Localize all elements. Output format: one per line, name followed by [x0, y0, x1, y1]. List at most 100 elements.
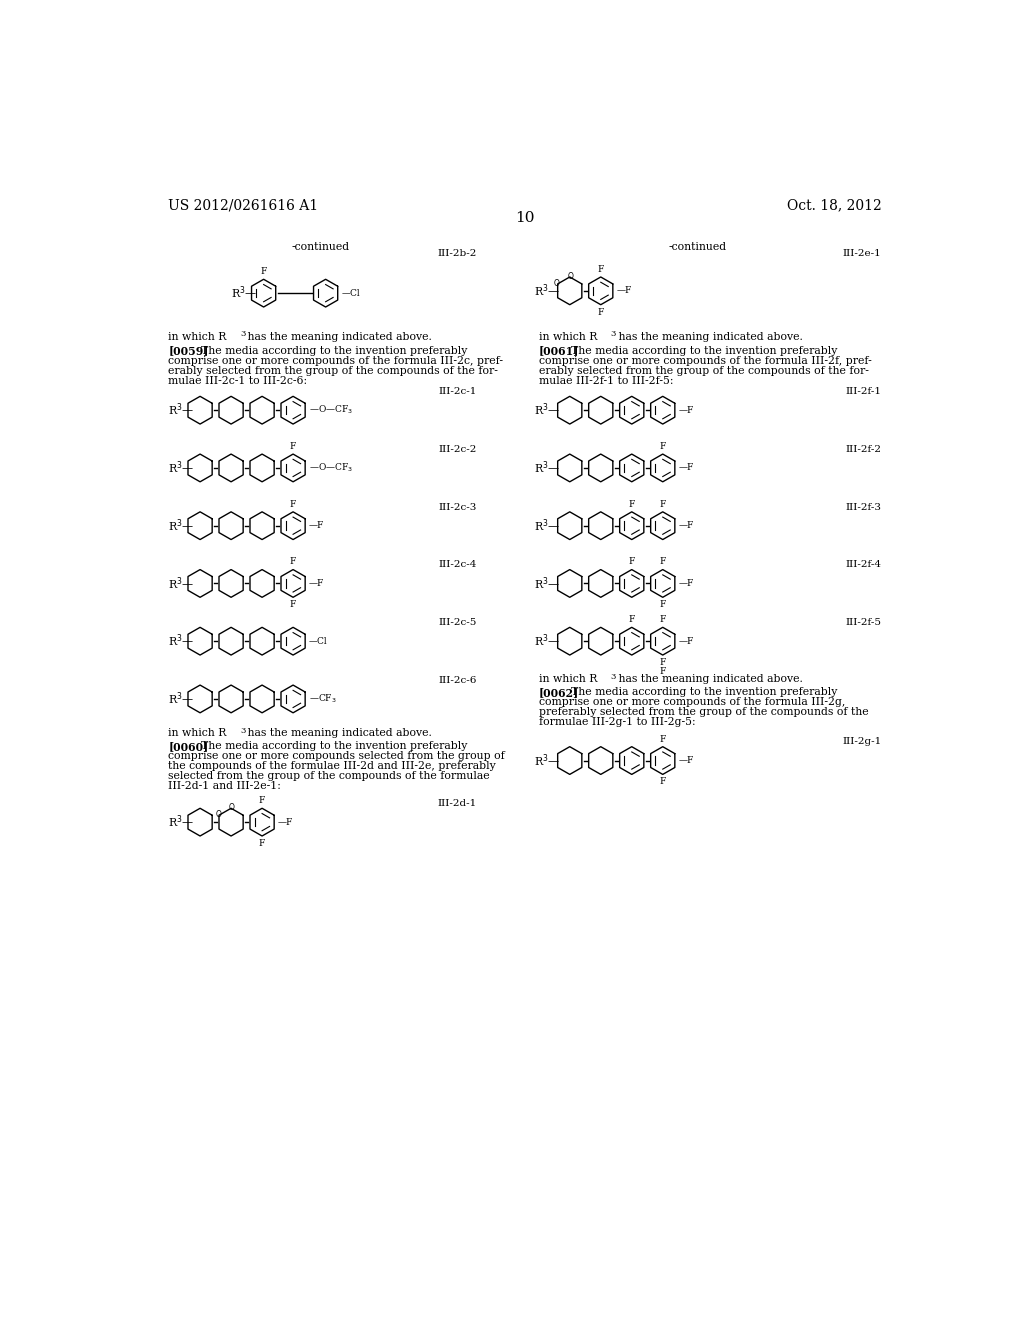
- Text: R$^3$—: R$^3$—: [535, 576, 560, 591]
- Text: F: F: [290, 557, 296, 566]
- Text: R$^3$—: R$^3$—: [168, 814, 194, 830]
- Text: R$^3$—: R$^3$—: [168, 690, 194, 708]
- Text: The media according to the invention preferably: The media according to the invention pre…: [571, 346, 838, 355]
- Text: selected from the group of the compounds of the formulae: selected from the group of the compounds…: [168, 771, 489, 781]
- Text: —O—CF$_3$: —O—CF$_3$: [308, 404, 352, 416]
- Text: F: F: [290, 601, 296, 610]
- Text: —O—CF$_3$: —O—CF$_3$: [308, 462, 352, 474]
- Text: F: F: [290, 442, 296, 451]
- Text: the compounds of the formulae III-2d and III-2e, preferably: the compounds of the formulae III-2d and…: [168, 762, 496, 771]
- Text: O: O: [554, 279, 560, 288]
- Text: erably selected from the group of the compounds of the for-: erably selected from the group of the co…: [168, 366, 498, 375]
- Text: R$^3$—: R$^3$—: [535, 632, 560, 649]
- Text: [0062]: [0062]: [539, 688, 579, 698]
- Text: F: F: [629, 500, 635, 508]
- Text: Oct. 18, 2012: Oct. 18, 2012: [786, 198, 882, 213]
- Text: F: F: [659, 601, 666, 610]
- Text: comprise one or more compounds of the formula III-2f, pref-: comprise one or more compounds of the fo…: [539, 355, 871, 366]
- Text: R$^3$—: R$^3$—: [535, 282, 560, 300]
- Text: F: F: [659, 500, 666, 508]
- Text: R$^3$—: R$^3$—: [535, 401, 560, 418]
- Text: in which R: in which R: [539, 675, 597, 684]
- Text: —F: —F: [678, 405, 693, 414]
- Text: 10: 10: [515, 211, 535, 224]
- Text: R$^3$—: R$^3$—: [535, 517, 560, 535]
- Text: 3: 3: [241, 726, 246, 735]
- Text: F: F: [629, 557, 635, 566]
- Text: III-2c-4: III-2c-4: [438, 561, 477, 569]
- Text: formulae III-2g-1 to III-2g-5:: formulae III-2g-1 to III-2g-5:: [539, 718, 695, 727]
- Text: F: F: [659, 668, 666, 676]
- Text: F: F: [659, 557, 666, 566]
- Text: F: F: [290, 500, 296, 508]
- Text: 3: 3: [241, 330, 246, 338]
- Text: III-2b-2: III-2b-2: [437, 249, 477, 259]
- Text: R$^3$—: R$^3$—: [535, 752, 560, 768]
- Text: III-2e-1: III-2e-1: [843, 249, 882, 259]
- Text: comprise one or more compounds selected from the group of: comprise one or more compounds selected …: [168, 751, 505, 762]
- Text: R$^3$—: R$^3$—: [535, 459, 560, 477]
- Text: O: O: [567, 272, 573, 281]
- Text: —F: —F: [308, 521, 324, 531]
- Text: R$^3$—: R$^3$—: [231, 285, 257, 301]
- Text: US 2012/0261616 A1: US 2012/0261616 A1: [168, 198, 318, 213]
- Text: The media according to the invention preferably: The media according to the invention pre…: [571, 688, 838, 697]
- Text: III-2g-1: III-2g-1: [842, 738, 882, 746]
- Text: erably selected from the group of the compounds of the for-: erably selected from the group of the co…: [539, 366, 868, 375]
- Text: III-2d-1: III-2d-1: [437, 799, 477, 808]
- Text: —F: —F: [678, 579, 693, 587]
- Text: F: F: [659, 442, 666, 451]
- Text: [0059]: [0059]: [168, 346, 209, 356]
- Text: O: O: [215, 810, 221, 818]
- Text: R$^3$—: R$^3$—: [168, 517, 194, 535]
- Text: F: F: [259, 796, 265, 805]
- Text: III-2f-5: III-2f-5: [845, 618, 882, 627]
- Text: R$^3$—: R$^3$—: [168, 632, 194, 649]
- Text: F: F: [598, 265, 604, 275]
- Text: —F: —F: [678, 636, 693, 645]
- Text: —F: —F: [278, 817, 293, 826]
- Text: III-2d-1 and III-2e-1:: III-2d-1 and III-2e-1:: [168, 781, 282, 791]
- Text: —F: —F: [616, 286, 632, 296]
- Text: —Cl: —Cl: [341, 289, 359, 297]
- Text: has the meaning indicated above.: has the meaning indicated above.: [614, 675, 803, 684]
- Text: 3: 3: [611, 330, 616, 338]
- Text: R$^3$—: R$^3$—: [168, 576, 194, 591]
- Text: in which R: in which R: [168, 331, 226, 342]
- Text: F: F: [659, 659, 666, 667]
- Text: F: F: [659, 615, 666, 624]
- Text: III-2c-1: III-2c-1: [438, 387, 477, 396]
- Text: R$^3$—: R$^3$—: [168, 401, 194, 418]
- Text: III-2c-2: III-2c-2: [438, 445, 477, 454]
- Text: —F: —F: [678, 521, 693, 531]
- Text: comprise one or more compounds of the formula III-2c, pref-: comprise one or more compounds of the fo…: [168, 355, 504, 366]
- Text: preferably selected from the group of the compounds of the: preferably selected from the group of th…: [539, 708, 868, 717]
- Text: -continued: -continued: [669, 242, 727, 252]
- Text: The media according to the invention preferably: The media according to the invention pre…: [201, 742, 467, 751]
- Text: [0060]: [0060]: [168, 742, 209, 752]
- Text: —CF$_3$: —CF$_3$: [308, 693, 336, 705]
- Text: —F: —F: [678, 463, 693, 473]
- Text: —F: —F: [678, 756, 693, 766]
- Text: -continued: -continued: [291, 242, 349, 252]
- Text: 3: 3: [611, 673, 616, 681]
- Text: mulae III-2f-1 to III-2f-5:: mulae III-2f-1 to III-2f-5:: [539, 376, 673, 385]
- Text: F: F: [659, 735, 666, 743]
- Text: F: F: [629, 615, 635, 624]
- Text: III-2f-3: III-2f-3: [845, 503, 882, 512]
- Text: III-2c-3: III-2c-3: [438, 503, 477, 512]
- Text: mulae III-2c-1 to III-2c-6:: mulae III-2c-1 to III-2c-6:: [168, 376, 307, 385]
- Text: —F: —F: [308, 579, 324, 587]
- Text: III-2f-4: III-2f-4: [845, 561, 882, 569]
- Text: III-2c-5: III-2c-5: [438, 618, 477, 627]
- Text: III-2f-1: III-2f-1: [845, 387, 882, 396]
- Text: III-2c-6: III-2c-6: [438, 676, 477, 685]
- Text: in which R: in which R: [539, 331, 597, 342]
- Text: [0061]: [0061]: [539, 346, 580, 356]
- Text: has the meaning indicated above.: has the meaning indicated above.: [245, 331, 432, 342]
- Text: III-2f-2: III-2f-2: [845, 445, 882, 454]
- Text: F: F: [260, 267, 267, 276]
- Text: in which R: in which R: [168, 729, 226, 738]
- Text: F: F: [259, 840, 265, 847]
- Text: —Cl: —Cl: [308, 636, 328, 645]
